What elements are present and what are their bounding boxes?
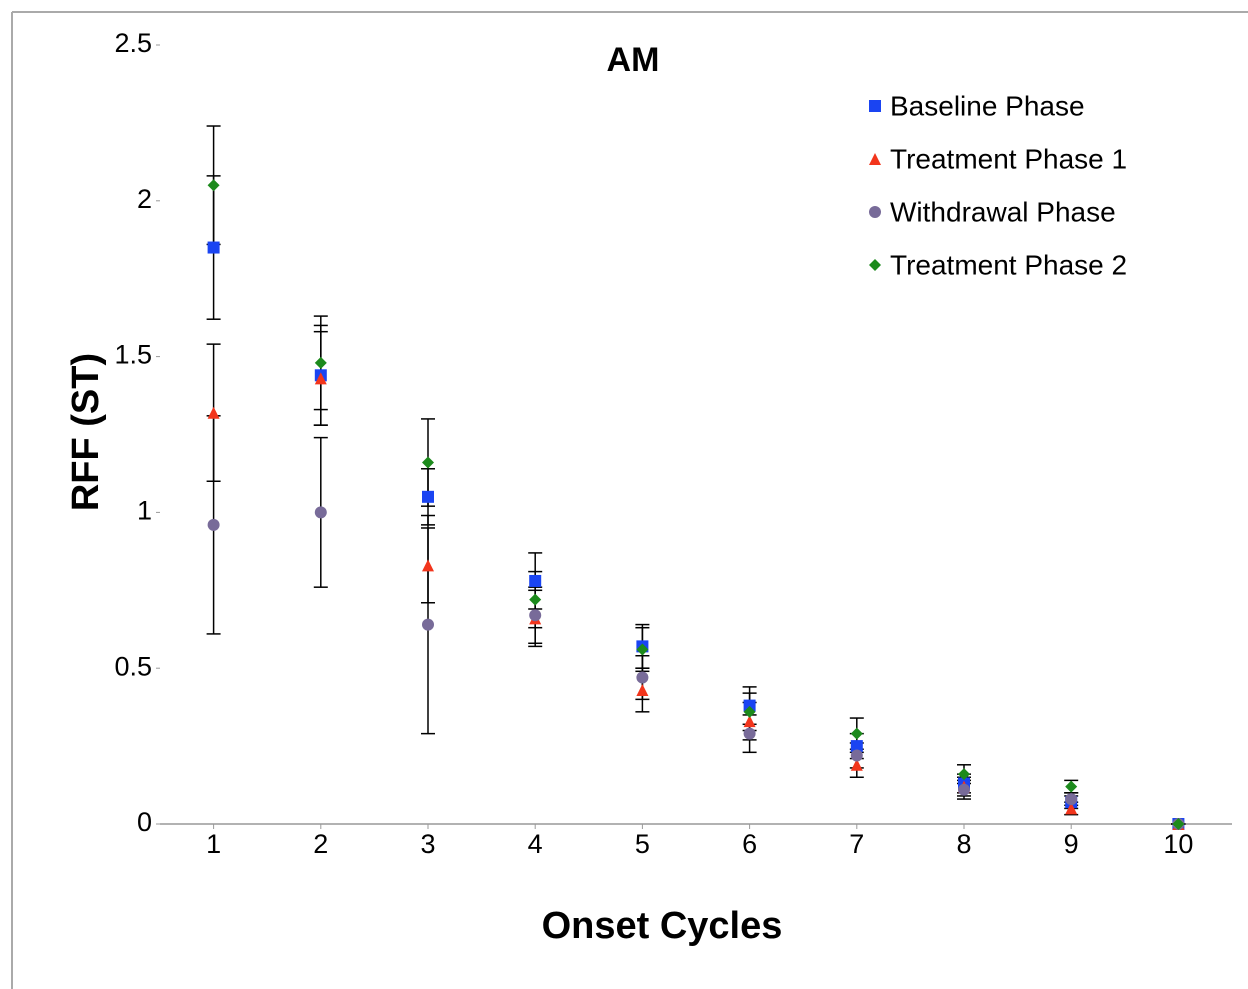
x-tick-label: 5 — [635, 829, 650, 859]
marker — [850, 727, 863, 740]
marker — [207, 518, 220, 531]
x-tick-label: 6 — [742, 829, 757, 859]
y-tick-label: 1 — [137, 496, 152, 526]
marker — [422, 456, 434, 469]
marker — [850, 758, 863, 771]
x-tick-label: 10 — [1163, 829, 1193, 859]
marker — [1065, 780, 1078, 793]
legend-label: Baseline Phase — [890, 90, 1085, 121]
x-tick-label: 7 — [849, 829, 864, 859]
legend-marker — [869, 153, 881, 165]
marker — [958, 768, 970, 781]
legend-marker — [869, 100, 881, 112]
marker — [636, 684, 649, 697]
marker — [422, 559, 434, 572]
marker — [1065, 793, 1078, 806]
x-tick-label: 4 — [528, 829, 543, 859]
y-tick-label: 1.5 — [114, 340, 152, 370]
legend-marker — [869, 206, 881, 218]
y-axis-label: RFF (ST) — [65, 353, 107, 511]
y-tick-label: 0.5 — [114, 651, 152, 681]
marker — [636, 671, 649, 684]
marker — [314, 372, 327, 385]
x-tick-label: 1 — [206, 829, 221, 859]
marker — [314, 356, 327, 369]
marker — [529, 609, 542, 622]
marker — [207, 406, 220, 419]
marker — [207, 179, 220, 192]
legend-label: Treatment Phase 2 — [890, 249, 1127, 280]
marker — [529, 574, 542, 587]
marker — [743, 705, 756, 718]
marker — [743, 699, 756, 712]
marker — [958, 783, 970, 796]
marker — [1065, 802, 1078, 815]
legend-label: Withdrawal Phase — [890, 196, 1116, 227]
x-tick-label: 9 — [1064, 829, 1079, 859]
marker — [850, 749, 863, 762]
legend-label: Treatment Phase 1 — [890, 143, 1127, 174]
x-tick-label: 3 — [420, 829, 435, 859]
y-tick-label: 2.5 — [114, 28, 152, 58]
marker — [314, 506, 327, 519]
marker — [850, 740, 863, 753]
legend-marker — [869, 259, 881, 271]
marker — [1172, 818, 1185, 830]
marker — [422, 490, 434, 503]
marker — [529, 593, 542, 606]
marker — [743, 727, 756, 740]
marker — [743, 715, 756, 728]
x-axis-label: Onset Cycles — [542, 905, 783, 947]
marker — [636, 643, 649, 656]
x-tick-label: 8 — [956, 829, 971, 859]
marker — [422, 618, 434, 631]
chart-title: AM — [607, 41, 660, 79]
y-tick-label: 2 — [137, 184, 152, 214]
y-tick-label: 0 — [137, 807, 152, 837]
x-tick-label: 2 — [313, 829, 328, 859]
marker — [207, 241, 220, 254]
